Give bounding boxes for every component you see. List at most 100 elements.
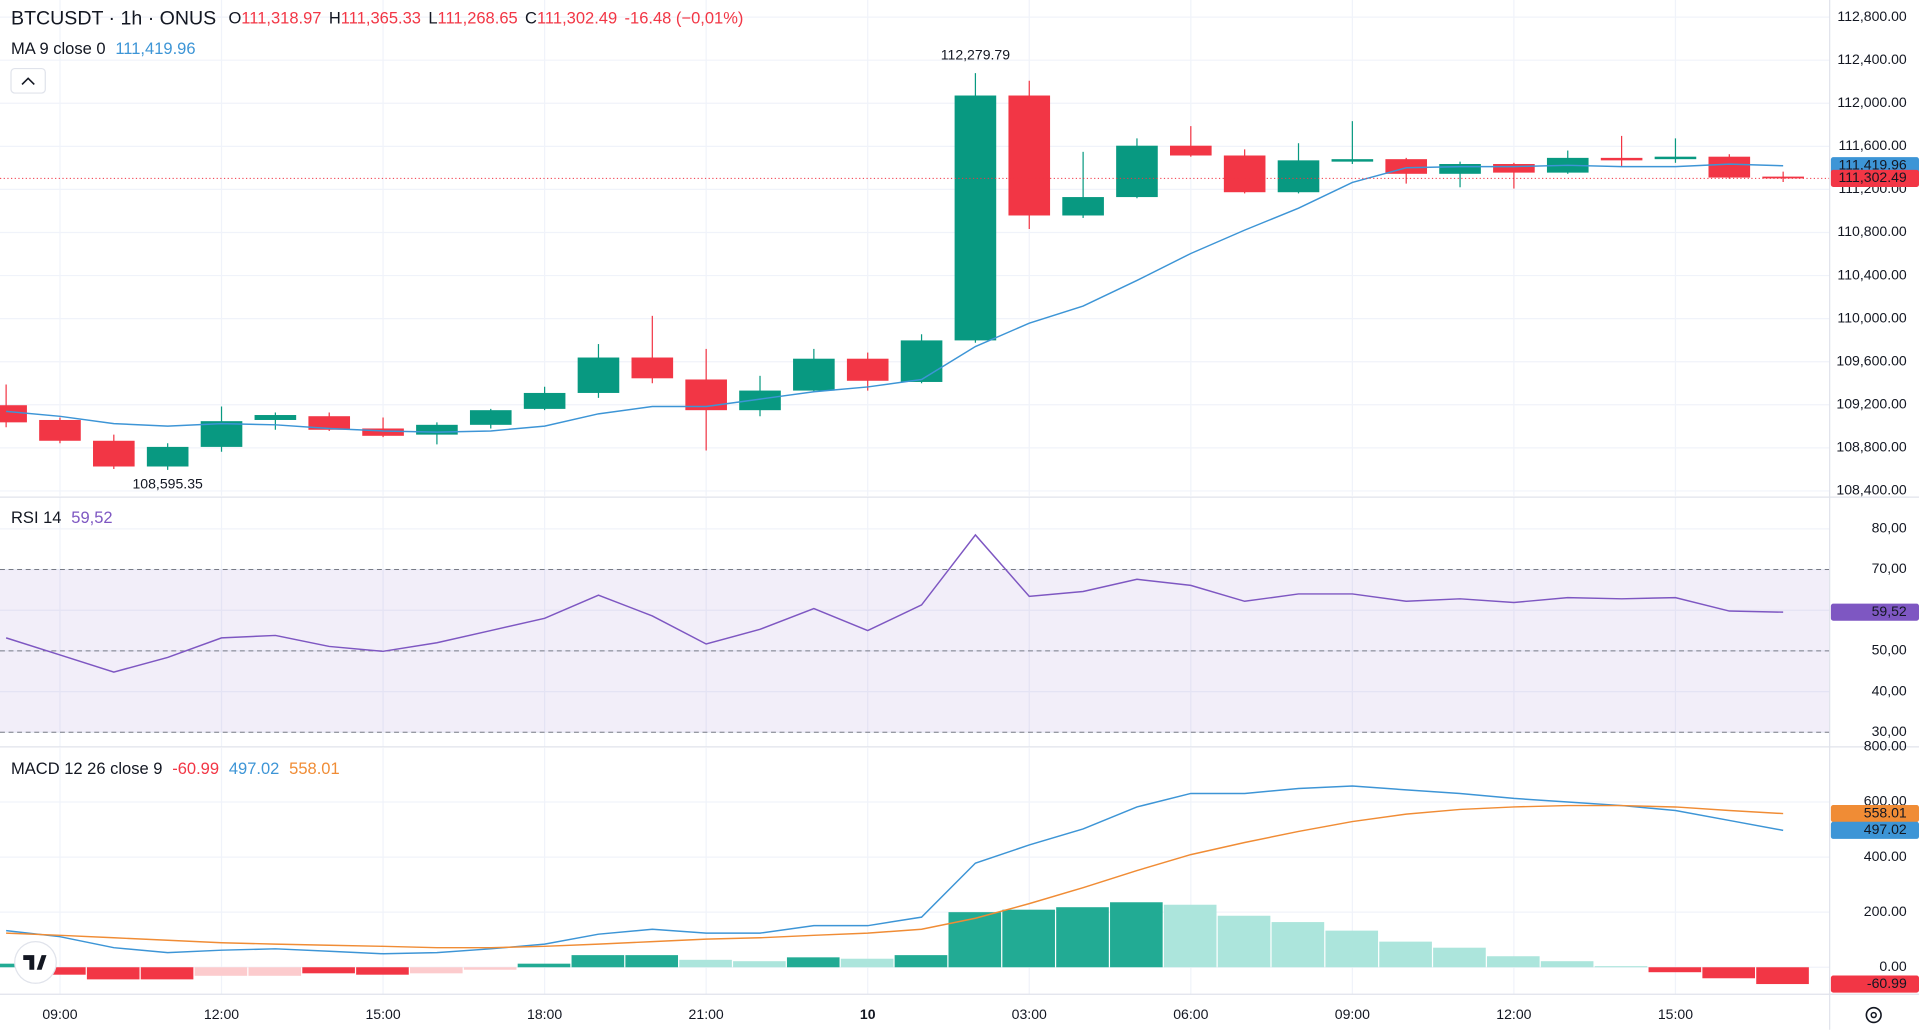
candle-body: [39, 419, 81, 441]
y-tick-label: 800.00: [1864, 738, 1907, 754]
histogram-bar: [1002, 909, 1055, 968]
x-tick-label: 09:00: [42, 1006, 77, 1022]
candle-body: [954, 95, 997, 341]
value-tag: [1830, 603, 1919, 621]
rsi-band: [0, 569, 1830, 733]
high-annotation: 112,279.79: [941, 47, 1010, 63]
x-tick-label: 18:00: [527, 1006, 562, 1022]
value-tag: [1830, 975, 1919, 993]
legend-value: 59,52: [71, 509, 112, 528]
histogram-bar: [1433, 947, 1486, 968]
gear-icon[interactable]: [1865, 1006, 1882, 1024]
histogram-bar: [1540, 961, 1594, 968]
y-tick-label: 80,00: [1872, 520, 1907, 536]
low-annotation: 108,595.35: [132, 475, 203, 491]
histogram-bar: [86, 967, 140, 980]
y-tick-label: 109,600.00: [1836, 352, 1907, 368]
y-tick-label: 200.00: [1864, 903, 1907, 919]
logo-mark: [23, 955, 47, 970]
x-tick-label: 12:00: [1496, 1006, 1531, 1022]
candle-body: [900, 340, 943, 382]
pane-group: 497.02: [1830, 821, 1919, 839]
symbol-title: BTCUSDT · 1h · ONUS: [11, 8, 216, 30]
caret-icon[interactable]: [21, 77, 35, 86]
pane-group: -60.99: [1830, 975, 1919, 993]
gear-center[interactable]: [1870, 1011, 1877, 1019]
macd-legend: MACD 12 26 close 9 -60.99 497.02 558.01: [11, 760, 340, 779]
rsi-legend: RSI 14 59,52: [11, 509, 113, 528]
y-tick-label: 110,400.00: [1837, 266, 1906, 282]
candle-body: [362, 428, 404, 436]
candle-body: [254, 415, 297, 420]
x-tick-label: 12:00: [204, 1006, 239, 1022]
histogram-bar: [1325, 930, 1379, 968]
legend-value: -60.99: [172, 760, 219, 779]
value-tag: [1830, 821, 1919, 839]
y-tick-label: 110,000.00: [1837, 309, 1906, 325]
value-tag-label: -60.99: [1867, 975, 1907, 991]
histogram-bar: [571, 955, 625, 968]
x-tick-label: 18: [1829, 1006, 1845, 1022]
x-tick-label: 21:00: [689, 1006, 724, 1022]
y-tick-label: 109,200.00: [1836, 396, 1907, 412]
ohlc-key: O: [228, 9, 241, 28]
candle-body: [1008, 95, 1051, 216]
pane-group: 0.00 200.00 400.00 600.00 800.00: [1864, 738, 1907, 974]
legend-name: MA 9 close 0: [11, 40, 106, 59]
ohlc-value: 111,318.97: [241, 9, 321, 28]
histogram-bar: [302, 967, 355, 974]
histogram-bar: [1217, 915, 1271, 968]
histogram-bar: [679, 959, 732, 968]
candle-body: [200, 421, 243, 447]
change: -16.48 (−0,01%): [625, 9, 744, 28]
candle-body: [631, 357, 674, 379]
marks-layer: 112,279.79 108,595.35: [0, 47, 1830, 985]
legend-value: 558.01: [289, 760, 340, 779]
logo-badge: [14, 940, 57, 984]
histogram-bar: [625, 955, 679, 968]
pane-group: 558.01: [1830, 804, 1919, 823]
histogram-bar: [1271, 922, 1325, 968]
ohlc-key: L: [428, 9, 437, 28]
x-tick-label: 10: [860, 1006, 876, 1022]
ohlc-value: 111,268.65: [438, 9, 518, 28]
histogram-bar: [1756, 967, 1809, 985]
candle-body: [685, 379, 727, 411]
histogram-bar: [140, 967, 194, 980]
histogram-bar: [786, 957, 840, 968]
legend-value: 111,419.96: [115, 40, 195, 59]
y-tick-label: 50,00: [1872, 642, 1907, 658]
histogram-bar: [1594, 966, 1648, 968]
histogram-bar: [409, 967, 463, 974]
button-box[interactable]: [10, 67, 46, 94]
y-tick-label: 40,00: [1872, 682, 1907, 698]
histogram-bar: [1379, 941, 1432, 968]
settings-button[interactable]: [1865, 1006, 1882, 1024]
legend-value: 497.02: [229, 760, 280, 779]
collapse-button[interactable]: [10, 67, 46, 94]
histogram-bar: [248, 967, 302, 976]
histogram-bar: [1648, 967, 1702, 973]
candle-body: [1223, 155, 1266, 193]
histogram-bar: [948, 912, 1002, 968]
histogram-bar: [1056, 907, 1109, 968]
candle-body: [1062, 197, 1104, 216]
axis-layer: 108,400.00 108,800.00 109,200.00 109,600.00…: [42, 8, 1919, 1022]
histogram-bar: [1110, 902, 1163, 968]
histogram-bar: [517, 963, 571, 968]
candle-body: [1277, 160, 1320, 193]
x-tick-label: 15:00: [1658, 1006, 1693, 1022]
x-tick-label: 15:00: [365, 1006, 400, 1022]
y-tick-label: 600.00: [1864, 793, 1907, 809]
ma-legend: MA 9 close 0 111,419.96: [11, 40, 196, 59]
candle-body: [523, 392, 566, 409]
candle-body: [1762, 176, 1804, 179]
candle-body: [739, 390, 781, 411]
histogram-bar: [1163, 904, 1217, 968]
pane-group: 112,279.79 108,595.35: [0, 47, 1830, 491]
candle-body: [146, 446, 189, 467]
y-tick-label: 112,800.00: [1837, 8, 1906, 24]
series-line: [6, 804, 1784, 949]
